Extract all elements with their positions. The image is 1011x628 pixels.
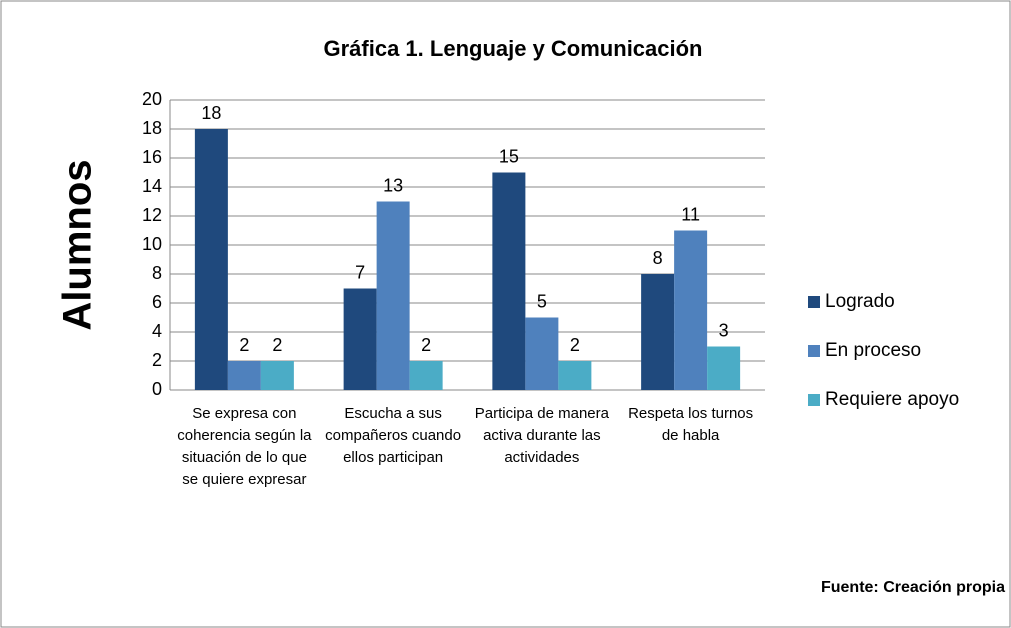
legend-swatch: [808, 296, 820, 308]
bar: [525, 317, 559, 390]
y-tick-label: 2: [152, 350, 162, 370]
bar: [260, 361, 294, 390]
bar: [227, 361, 261, 390]
legend-swatch: [808, 394, 820, 406]
legend-label: Logrado: [825, 291, 895, 312]
bar: [641, 274, 675, 390]
data-label: 3: [719, 320, 729, 340]
y-tick-label: 10: [142, 234, 162, 254]
chart-title: Gráfica 1. Lenguaje y Comunicación: [324, 36, 703, 61]
legend-label: En proceso: [825, 340, 921, 361]
bar: [707, 346, 741, 390]
y-tick-label: 0: [152, 379, 162, 399]
y-tick-label: 4: [152, 321, 162, 341]
bar: [343, 288, 377, 390]
y-axis-label: Alumnos: [56, 159, 100, 330]
y-tick-label: 8: [152, 263, 162, 283]
bar: [376, 201, 410, 390]
data-label: 2: [239, 335, 249, 355]
x-tick-label: Se expresa con coherencia según la situa…: [177, 405, 312, 488]
x-tick-label: Respeta los turnos de habla: [628, 405, 754, 444]
data-label: 5: [537, 291, 547, 311]
x-tick-label: Escucha a sus compañeros cuando ellos pa…: [325, 405, 462, 466]
y-tick-label: 18: [142, 118, 162, 138]
bar: [674, 230, 708, 390]
data-label: 2: [570, 335, 580, 355]
data-label: 13: [383, 175, 403, 195]
y-tick-label: 6: [152, 292, 162, 312]
y-tick-label: 14: [142, 176, 162, 196]
y-tick-label: 12: [142, 205, 162, 225]
data-label: 18: [201, 103, 221, 123]
x-tick-label: Participa de manera activa durante las a…: [474, 405, 609, 466]
data-label: 15: [499, 146, 519, 166]
data-label: 2: [272, 335, 282, 355]
y-tick-label: 20: [142, 89, 162, 109]
bar: [558, 361, 592, 390]
data-label: 7: [355, 262, 365, 282]
data-label: 8: [653, 248, 663, 268]
legend-label: Requiere apoyo: [825, 389, 959, 410]
source-note: Fuente: Creación propia: [821, 579, 1005, 596]
legend-swatch: [808, 345, 820, 357]
y-tick-label: 16: [142, 147, 162, 167]
bar: [492, 172, 526, 390]
data-label: 11: [681, 204, 700, 224]
data-label: 2: [421, 335, 431, 355]
bar: [194, 129, 228, 390]
bar: [409, 361, 443, 390]
